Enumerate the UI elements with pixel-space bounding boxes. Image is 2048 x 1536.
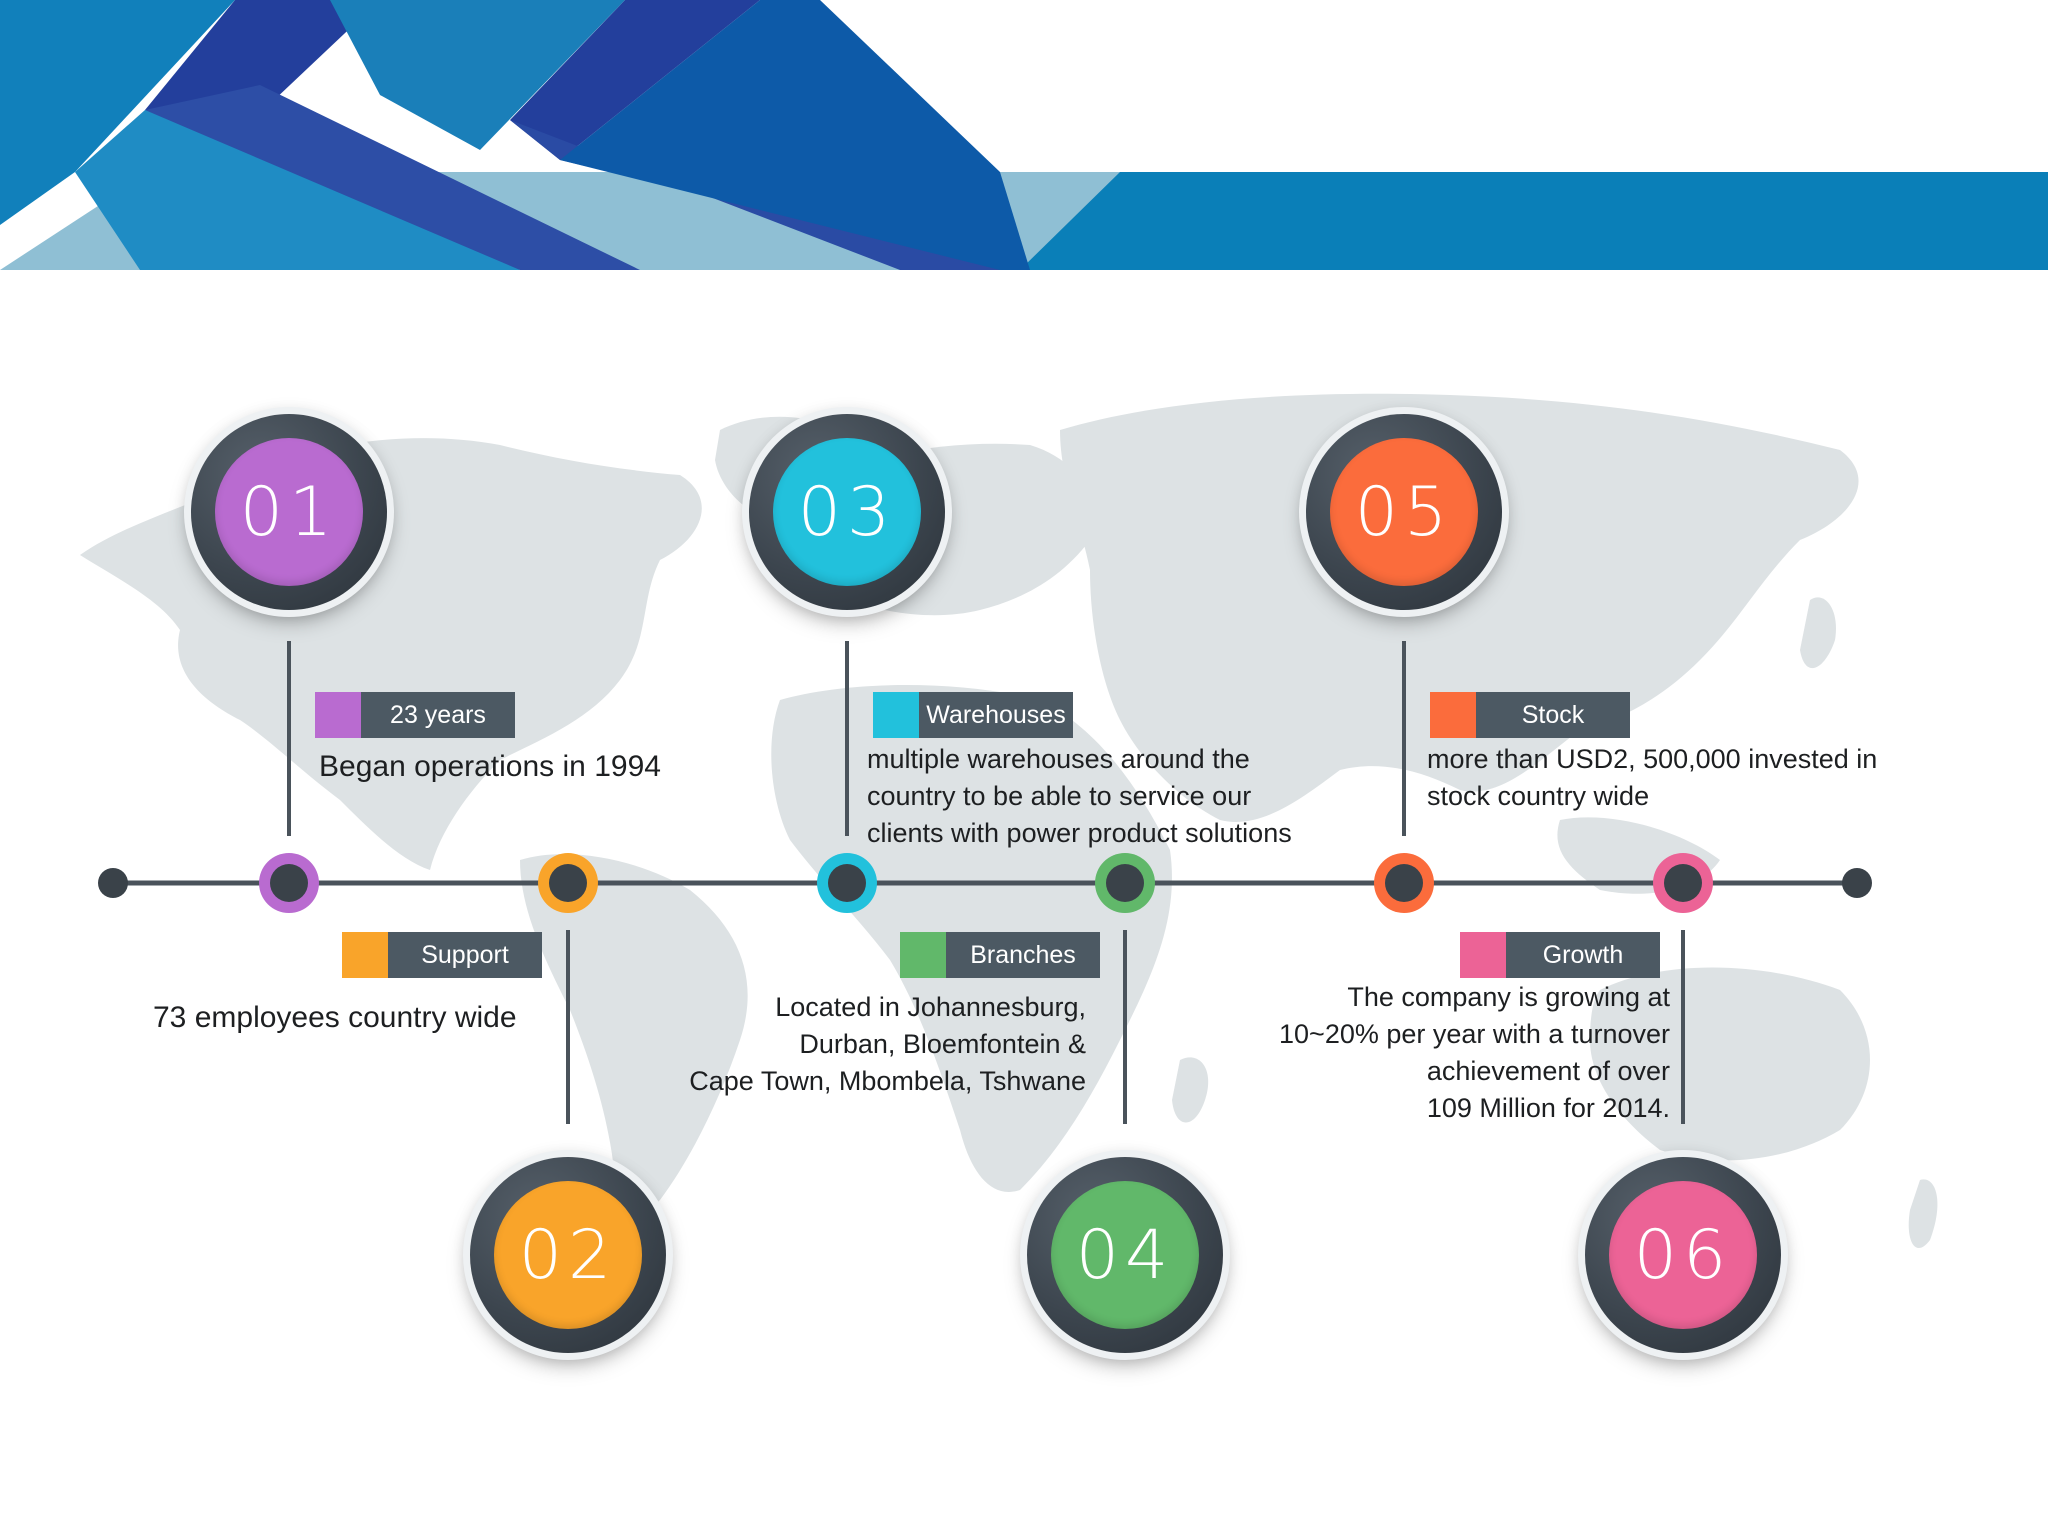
milestone-desc-line: The company is growing at — [1347, 982, 1670, 1012]
milestone-tag-swatch-01 — [315, 692, 361, 738]
milestone-desc-line: 10~20% per year with a turnover — [1279, 1019, 1670, 1049]
milestone-desc-line: Cape Town, Mbombela, Tshwane — [689, 1066, 1086, 1096]
banner-bar-right — [1020, 172, 2048, 270]
map-madagascar — [1172, 1057, 1209, 1123]
banner-band-mid-light — [75, 110, 520, 270]
milestone-desc-01: Began operations in 1994 — [319, 748, 661, 786]
milestone-tag-02: Support — [342, 932, 542, 978]
milestone-number-04: 04 — [1051, 1181, 1199, 1329]
milestone-desc-line: stock country wide — [1427, 781, 1650, 811]
milestone-desc-line: achievement of over — [1426, 1056, 1670, 1086]
banner-band-center-dark — [510, 0, 760, 160]
milestone-tag-swatch-06 — [1460, 932, 1506, 978]
milestone-tag-swatch-02 — [342, 932, 388, 978]
timeline-markers — [259, 641, 1713, 1124]
timeline-dot-03 — [828, 864, 866, 902]
milestone-tag-label-02: Support — [421, 940, 509, 969]
milestone-desc-02: 73 employees country wide — [153, 999, 517, 1037]
milestone-tag-label-04: Branches — [970, 940, 1076, 969]
map-australia — [1590, 967, 1870, 1161]
timeline-start-cap — [98, 868, 128, 898]
milestone-tag-06: Growth — [1460, 932, 1660, 978]
milestone-tag-01: 23 years — [315, 692, 515, 738]
map-south-america — [520, 854, 748, 1211]
milestone-tag-label-03: Warehouses — [926, 700, 1066, 729]
map-new-zealand — [1908, 1179, 1938, 1249]
banner-band-center — [330, 0, 625, 150]
milestone-tag-label-01: 23 years — [390, 700, 486, 729]
map-asia — [1060, 393, 1859, 822]
header-banner — [0, 0, 2048, 275]
banner-band-diagonal-2 — [560, 0, 1030, 270]
milestone-tag-swatch-03 — [873, 692, 919, 738]
milestone-desc-line: 73 employees country wide — [153, 1001, 517, 1034]
milestone-number-03: 03 — [773, 438, 921, 586]
milestone-number-05: 05 — [1330, 438, 1478, 586]
milestone-tag-swatch-04 — [900, 932, 946, 978]
milestone-tag-05: Stock — [1430, 692, 1630, 738]
milestone-badge-05: 05 — [1306, 414, 1502, 610]
timeline-dot-04 — [1106, 864, 1144, 902]
timeline-dot-06 — [1664, 864, 1702, 902]
milestone-tag-04: Branches — [900, 932, 1100, 978]
milestone-badge-02: 02 — [470, 1157, 666, 1353]
milestone-badge-06: 06 — [1585, 1157, 1781, 1353]
milestone-desc-06: The company is growing at 10~20% per yea… — [1279, 979, 1670, 1127]
milestone-tag-swatch-05 — [1430, 692, 1476, 738]
milestone-number-01: 01 — [215, 438, 363, 586]
milestone-desc-line: more than USD2, 500,000 invested in — [1427, 744, 1878, 774]
milestone-desc-line: Located in Johannesburg, — [775, 992, 1086, 1022]
milestone-desc-line: Began operations in 1994 — [319, 750, 661, 783]
milestone-desc-05: more than USD2, 500,000 invested in stoc… — [1427, 741, 1877, 815]
milestone-tag-label-06: Growth — [1542, 940, 1624, 969]
map-japan — [1800, 597, 1836, 669]
milestone-desc-line: 109 Million for 2014. — [1426, 1093, 1670, 1123]
milestone-badge-03: 03 — [749, 414, 945, 610]
milestone-desc-04: Located in Johannesburg, Durban, Bloemfo… — [689, 989, 1086, 1100]
milestone-desc-line: Durban, Bloemfontein & — [799, 1029, 1086, 1059]
milestone-badge-01: 01 — [191, 414, 387, 610]
timeline-dot-05 — [1385, 864, 1423, 902]
milestone-desc-line: clients with power product solutions — [867, 818, 1292, 848]
milestone-desc-line: country to be able to service our — [867, 781, 1252, 811]
timeline-dot-02 — [549, 864, 587, 902]
milestone-number-06: 06 — [1609, 1181, 1757, 1329]
milestone-desc-line: multiple warehouses around the — [867, 744, 1250, 774]
timeline-end-cap — [1842, 868, 1872, 898]
milestone-badge-04: 04 — [1027, 1157, 1223, 1353]
timeline-dot-01 — [270, 864, 308, 902]
banner-band-left — [0, 0, 235, 225]
milestone-tag-label-05: Stock — [1521, 700, 1585, 729]
milestone-number-02: 02 — [494, 1181, 642, 1329]
milestone-desc-03: multiple warehouses around the country t… — [867, 741, 1292, 852]
milestone-tag-03: Warehouses — [873, 692, 1073, 738]
banner-band-mid — [145, 85, 640, 270]
